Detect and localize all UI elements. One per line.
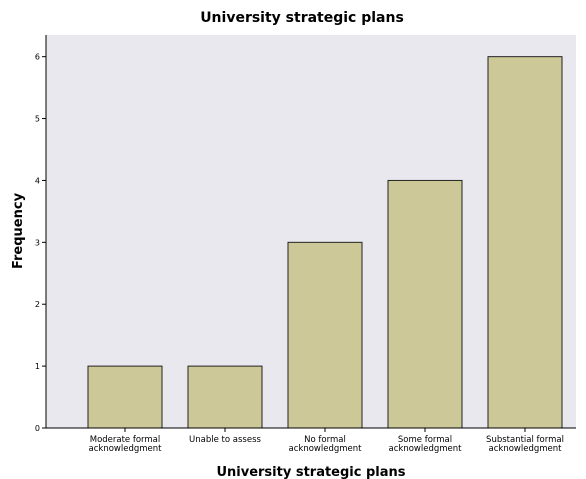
x-tick-label: No formal acknowledgment xyxy=(289,435,363,454)
chart-title: University strategic plans xyxy=(200,10,404,26)
bar xyxy=(287,241,363,429)
x-tick-label: Unable to assess xyxy=(189,435,261,445)
bar xyxy=(487,56,563,429)
y-tick-label: 2 xyxy=(35,300,40,309)
x-tick-label: Moderate formal acknowledgment xyxy=(89,435,163,454)
x-tick-label: Substantial formal acknowledgment xyxy=(486,435,564,454)
x-tick-label: Some formal acknowledgment xyxy=(389,435,463,454)
y-tick-label: 6 xyxy=(35,53,40,62)
y-tick-label: 1 xyxy=(35,362,40,371)
bar xyxy=(387,179,463,429)
bar xyxy=(187,365,263,429)
y-axis-title: Frequency xyxy=(11,192,26,269)
y-tick-label: 5 xyxy=(35,115,40,124)
x-axis: Moderate formal acknowledgment Unable to a… xyxy=(46,427,576,454)
y-axis: 0 1 2 3 4 5 6 xyxy=(35,35,47,433)
y-tick-label: 3 xyxy=(35,238,40,247)
y-tick-label: 4 xyxy=(35,176,40,185)
bar xyxy=(87,365,163,429)
y-tick-label: 0 xyxy=(35,424,40,433)
x-axis-title: University strategic plans xyxy=(216,465,405,479)
bars-group xyxy=(87,56,563,429)
